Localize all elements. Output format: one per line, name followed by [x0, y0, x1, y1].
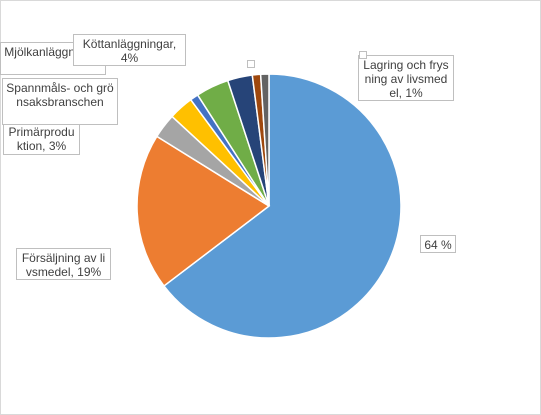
label-lagring: Lagring och frysning av livsmedel, 1%	[358, 55, 454, 101]
empty-label-marker-2	[359, 51, 367, 59]
pie-slice-1	[136, 135, 271, 287]
label-forsaljning: Försäljning av livsmedel, 19%	[16, 248, 111, 280]
pie-slice-0	[162, 73, 402, 339]
label-kottanlaggningar: Köttanläggningar, 4%	[73, 34, 186, 66]
label-spannmal: Spannmåls- och grönsaksbranschen	[2, 78, 118, 125]
empty-label-marker-1	[247, 60, 255, 68]
label-64-percent: 64 %	[420, 235, 456, 253]
pie-slice-8	[259, 73, 270, 207]
label-primarproduktion: Primärproduktion, 3%	[3, 122, 80, 155]
